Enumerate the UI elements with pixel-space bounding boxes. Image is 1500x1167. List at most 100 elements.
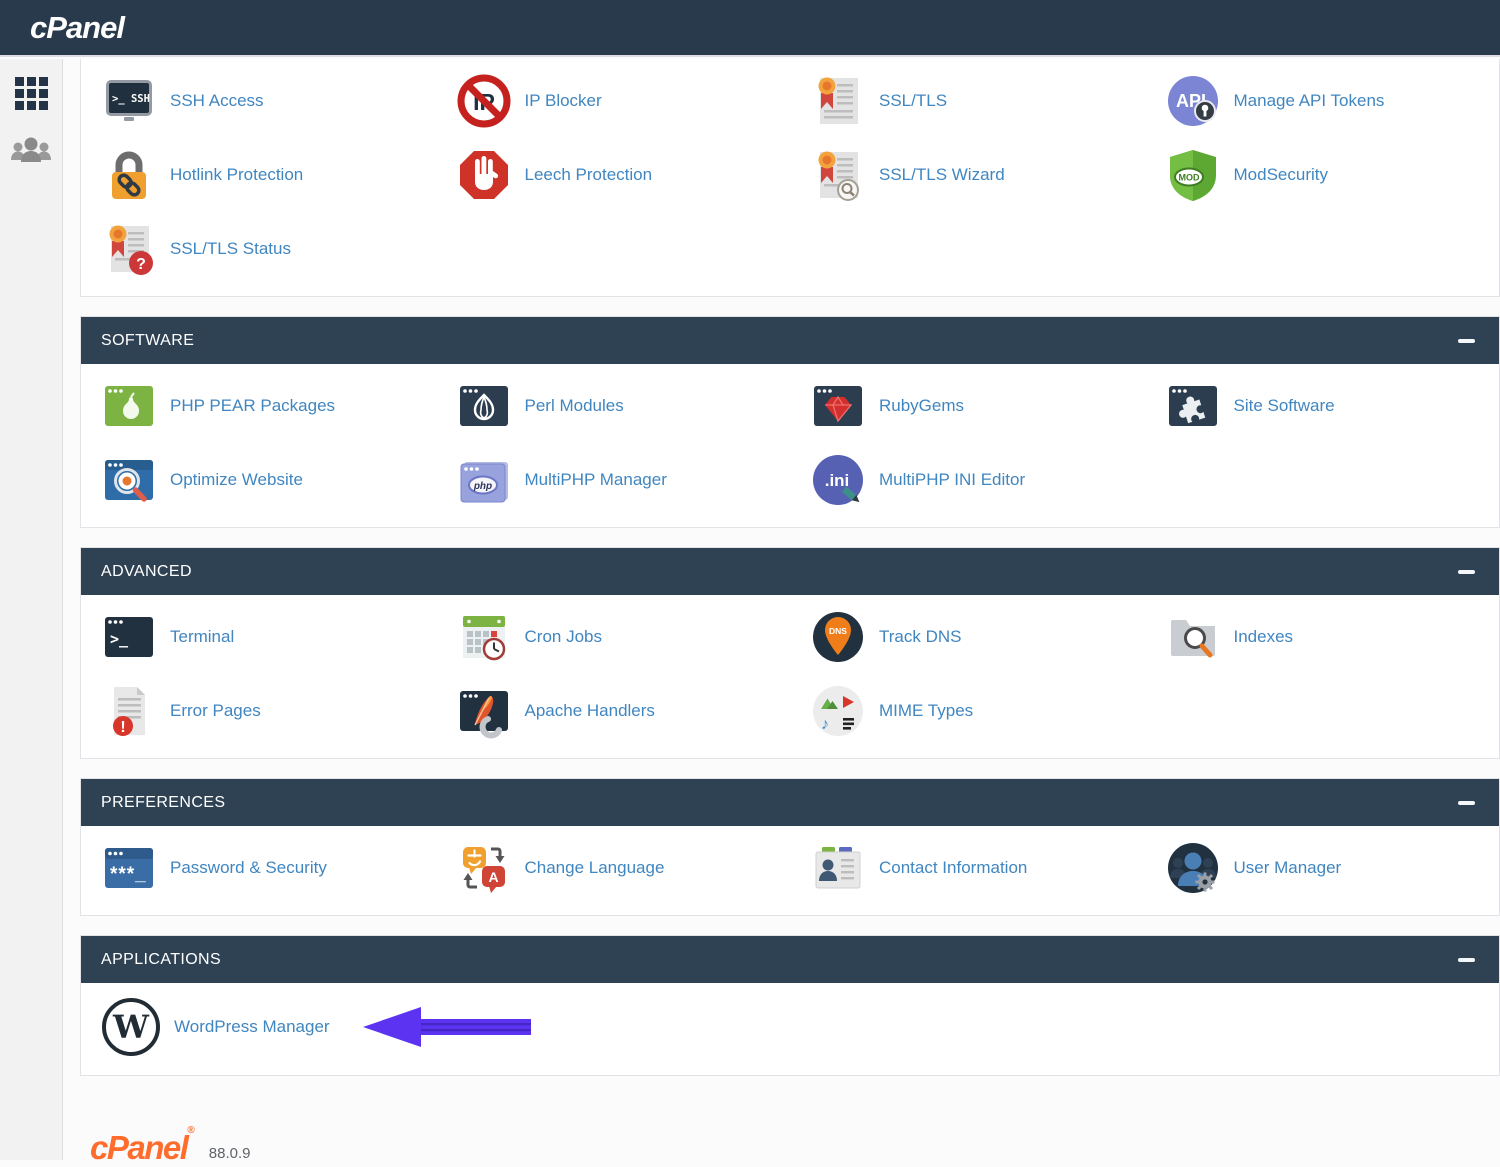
purple-arrow-annotation — [361, 1005, 533, 1049]
ssl-wizard-icon[interactable] — [810, 147, 866, 203]
item-indexes: Indexes — [1145, 600, 1500, 674]
item-user-manager: User Manager — [1145, 831, 1500, 905]
user-manager-link[interactable]: User Manager — [1233, 858, 1342, 877]
leech-hand-icon[interactable] — [456, 147, 512, 203]
perl-modules-link[interactable]: Perl Modules — [524, 396, 624, 415]
minus-icon — [1458, 800, 1475, 805]
hotlink-protection-link[interactable]: Hotlink Protection — [170, 165, 304, 184]
item-contact-information: Contact Information — [790, 831, 1145, 905]
item-error-pages: ! Error Pages — [81, 674, 436, 748]
software-items-grid: PHP PEAR Packages Perl Modules — [81, 364, 1499, 527]
dns-pin-icon[interactable]: DNS — [810, 609, 866, 665]
php-pear-packages-link[interactable]: PHP PEAR Packages — [170, 396, 336, 415]
apache-handlers-link[interactable]: Apache Handlers — [524, 701, 655, 720]
minus-icon — [1458, 569, 1475, 574]
modsecurity-shield-icon[interactable]: MOD — [1165, 147, 1221, 203]
top-navigation-bar: cPanel — [0, 0, 1500, 57]
section-header-applications: APPLICATIONS — [81, 936, 1499, 983]
ini-editor-icon[interactable]: .ini — [810, 452, 866, 508]
indexes-link[interactable]: Indexes — [1233, 627, 1294, 646]
item-modsecurity: MOD ModSecurity — [1145, 138, 1500, 212]
svg-text:♪: ♪ — [821, 716, 829, 733]
modsecurity-link[interactable]: ModSecurity — [1233, 165, 1328, 184]
multiphp-ini-editor-link[interactable]: MultiPHP INI Editor — [879, 470, 1026, 489]
ssl-status-icon[interactable]: ? — [101, 221, 157, 277]
collapse-preferences-button[interactable] — [1456, 795, 1477, 811]
contact-card-icon[interactable] — [810, 840, 866, 896]
ssl-certificate-icon[interactable] — [810, 73, 866, 129]
section-header-software: SOFTWARE — [81, 317, 1499, 364]
cron-calendar-icon[interactable] — [456, 609, 512, 665]
change-language-link[interactable]: Change Language — [524, 858, 665, 877]
perl-onion-icon[interactable] — [456, 378, 512, 434]
rubygems-link[interactable]: RubyGems — [879, 396, 965, 415]
section-title-applications: APPLICATIONS — [101, 950, 222, 968]
item-site-software: Site Software — [1145, 369, 1500, 443]
user-gear-icon[interactable] — [1165, 840, 1221, 896]
section-header-advanced: ADVANCED — [81, 548, 1499, 595]
optimize-magnifier-icon[interactable] — [101, 452, 157, 508]
ssl-tls-status-link[interactable]: SSL/TLS Status — [170, 239, 291, 258]
registered-mark: ® — [187, 1125, 195, 1136]
ssh-access-link[interactable]: SSH Access — [170, 91, 264, 110]
error-pages-link[interactable]: Error Pages — [170, 701, 261, 720]
ip-blocker-link[interactable]: IP Blocker — [524, 91, 602, 110]
cron-jobs-link[interactable]: Cron Jobs — [524, 627, 602, 646]
ssh-terminal-icon[interactable]: >_ SSH — [101, 73, 157, 129]
site-software-link[interactable]: Site Software — [1233, 396, 1335, 415]
contact-information-link[interactable]: Contact Information — [879, 858, 1028, 877]
item-mime-types: ♪ MIME Types — [790, 674, 1145, 748]
ssl-tls-wizard-link[interactable]: SSL/TLS Wizard — [879, 165, 1005, 184]
ssl-tls-link[interactable]: SSL/TLS — [879, 91, 948, 110]
item-ssl-tls-status: ? SSL/TLS Status — [81, 212, 436, 286]
item-change-language: A Change Language — [436, 831, 791, 905]
php-window-icon[interactable]: php — [456, 452, 512, 508]
error-document-icon[interactable]: ! — [101, 683, 157, 739]
collapse-software-button[interactable] — [1456, 333, 1477, 349]
cpanel-footer-logo[interactable]: cPanel® — [90, 1125, 195, 1166]
collapse-advanced-button[interactable] — [1456, 564, 1477, 580]
users-icon[interactable] — [10, 136, 52, 171]
pear-window-icon[interactable] — [101, 378, 157, 434]
ruby-gem-icon[interactable] — [810, 378, 866, 434]
cpanel-logo[interactable]: cPanel — [30, 9, 125, 45]
item-ssl-tls: SSL/TLS — [790, 64, 1145, 138]
terminal-window-icon[interactable]: >_ — [101, 609, 157, 665]
section-software: SOFTWARE PHP PEAR Packages — [80, 316, 1500, 528]
svg-text:DNS: DNS — [829, 626, 847, 636]
applications-items-row: W WordPress Manager — [81, 983, 1499, 1075]
main-content: >_ SSH SSH Access IP IP Blocke — [80, 59, 1500, 1167]
track-dns-link[interactable]: Track DNS — [879, 627, 962, 646]
password-security-link[interactable]: Password & Security — [170, 858, 327, 877]
multiphp-manager-link[interactable]: MultiPHP Manager — [524, 470, 667, 489]
puzzle-window-icon[interactable] — [1165, 378, 1221, 434]
hotlink-lock-icon[interactable] — [101, 147, 157, 203]
wordpress-logo-icon[interactable]: W — [101, 997, 161, 1057]
item-ssl-tls-wizard: SSL/TLS Wizard — [790, 138, 1145, 212]
api-token-icon[interactable]: API — [1165, 73, 1221, 129]
collapse-applications-button[interactable] — [1456, 952, 1477, 968]
svg-text:W: W — [112, 1008, 150, 1046]
svg-text:A: A — [488, 869, 498, 885]
item-password-security: ***_ Password & Security — [81, 831, 436, 905]
item-apache-handlers: Apache Handlers — [436, 674, 791, 748]
svg-text:>_: >_ — [110, 630, 129, 648]
section-title-advanced: ADVANCED — [101, 562, 192, 580]
section-preferences: PREFERENCES ***_ Password & Security — [80, 778, 1500, 916]
ip-blocker-icon[interactable]: IP — [456, 73, 512, 129]
optimize-website-link[interactable]: Optimize Website — [170, 470, 303, 489]
section-title-software: SOFTWARE — [101, 331, 195, 349]
apps-grid-icon[interactable] — [14, 77, 48, 110]
password-window-icon[interactable]: ***_ — [101, 840, 157, 896]
leech-protection-link[interactable]: Leech Protection — [524, 165, 653, 184]
folder-magnifier-icon[interactable] — [1165, 609, 1221, 665]
language-bubbles-icon[interactable]: A — [456, 840, 512, 896]
svg-text:!: ! — [120, 719, 125, 736]
wordpress-manager-link[interactable]: WordPress Manager — [174, 1017, 330, 1036]
mime-types-link[interactable]: MIME Types — [879, 701, 974, 720]
mime-types-icon[interactable]: ♪ — [810, 683, 866, 739]
item-cron-jobs: Cron Jobs — [436, 600, 791, 674]
manage-api-tokens-link[interactable]: Manage API Tokens — [1233, 91, 1385, 110]
apache-feather-icon[interactable] — [456, 683, 512, 739]
terminal-link[interactable]: Terminal — [170, 627, 235, 646]
